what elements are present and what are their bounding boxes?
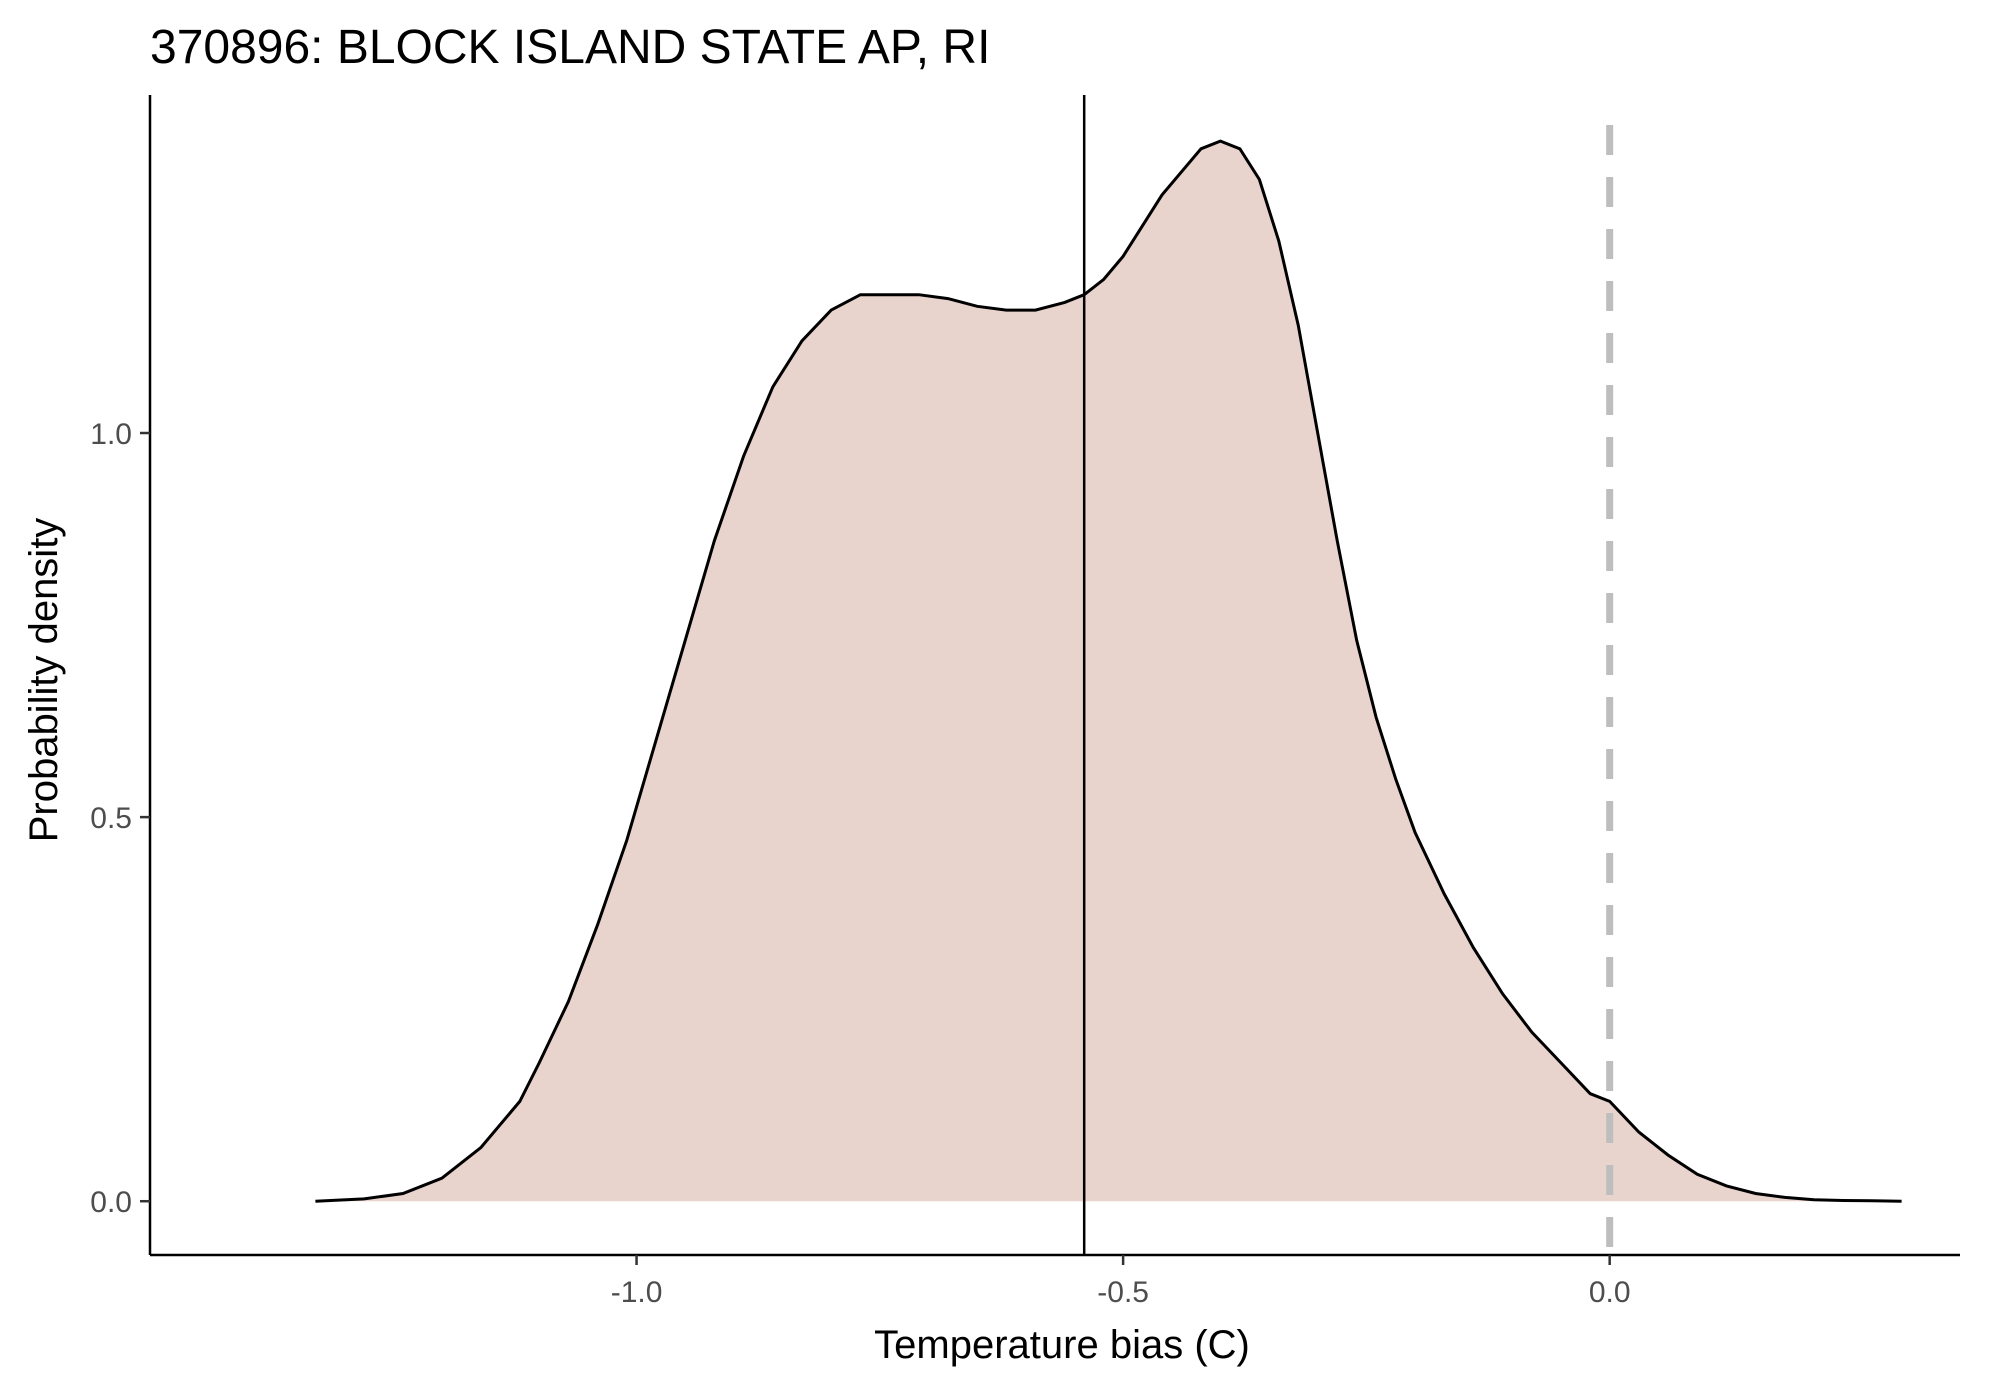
x-axis-title: Temperature bias (C) <box>874 1323 1250 1367</box>
y-tick-label: 0.0 <box>90 1186 132 1219</box>
plot-area <box>315 95 1902 1255</box>
chart-title: 370896: BLOCK ISLAND STATE AP, RI <box>150 21 990 74</box>
x-tick-label: -1.0 <box>611 1276 663 1309</box>
y-axis-title: Probability density <box>22 518 66 843</box>
y-tick-label: 0.5 <box>90 802 132 835</box>
x-axis-ticks: -1.0 -0.5 0.0 <box>611 1255 1631 1309</box>
density-curve <box>315 139 1902 1203</box>
x-tick-label: -0.5 <box>1097 1276 1149 1309</box>
y-axis-ticks: 0.0 0.5 1.0 <box>90 418 150 1219</box>
density-area-fill <box>315 141 1902 1202</box>
x-tick-label: 0.0 <box>1589 1276 1631 1309</box>
y-tick-label: 1.0 <box>90 418 132 451</box>
